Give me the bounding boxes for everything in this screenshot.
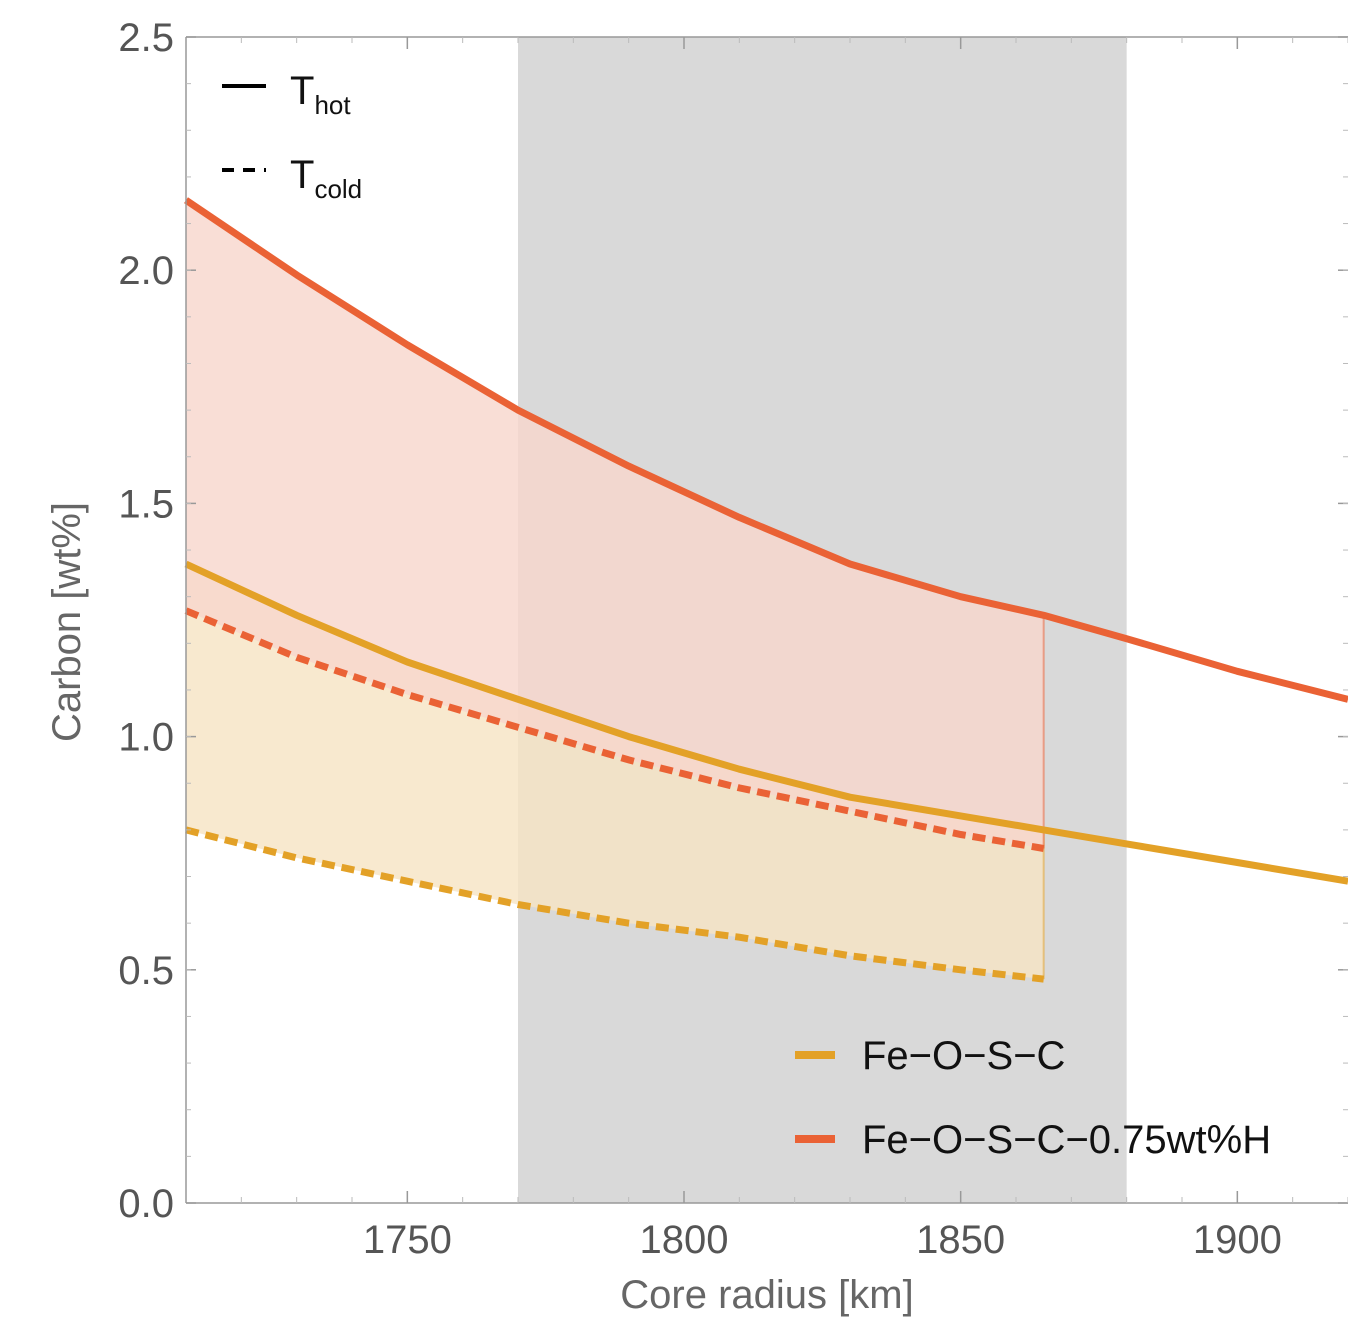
legend-label-fe-o-s-c: Fe−O−S−C: [862, 1034, 1065, 1078]
y-tick-label: 0.0: [118, 1182, 174, 1226]
series-0-hot-line: [184, 560, 1348, 885]
y-tick-label: 1.5: [118, 482, 174, 526]
y-axis-title: Carbon [wt%]: [45, 502, 89, 742]
y-tick-label: 1.0: [118, 716, 174, 760]
legend-hot-label: Thot: [290, 69, 351, 120]
series-legend: Fe−O−S−C Fe−O−S−C−0.75wt%H: [795, 1034, 1271, 1162]
series-1-hot-line: [184, 197, 1348, 703]
band-fill-1: [186, 200, 1044, 849]
y-tick-label: 0.5: [118, 949, 174, 993]
line-style-legend: Thot Tcold: [222, 69, 362, 204]
legend-cold-label: Tcold: [290, 153, 362, 204]
series-1-cold-line: [184, 607, 1045, 852]
x-tick-label: 1900: [1193, 1218, 1282, 1262]
series-0-cold-line: [185, 826, 1045, 983]
x-axis-title: Core radius [km]: [620, 1273, 913, 1317]
y-tick-label: 2.5: [118, 16, 174, 60]
legend-label-fe-o-s-c-h: Fe−O−S−C−0.75wt%H: [862, 1118, 1271, 1162]
x-tick-label: 1800: [640, 1218, 729, 1262]
x-tick-label: 1850: [916, 1218, 1005, 1262]
y-tick-label: 2.0: [118, 249, 174, 293]
x-tick-label: 1750: [363, 1218, 452, 1262]
